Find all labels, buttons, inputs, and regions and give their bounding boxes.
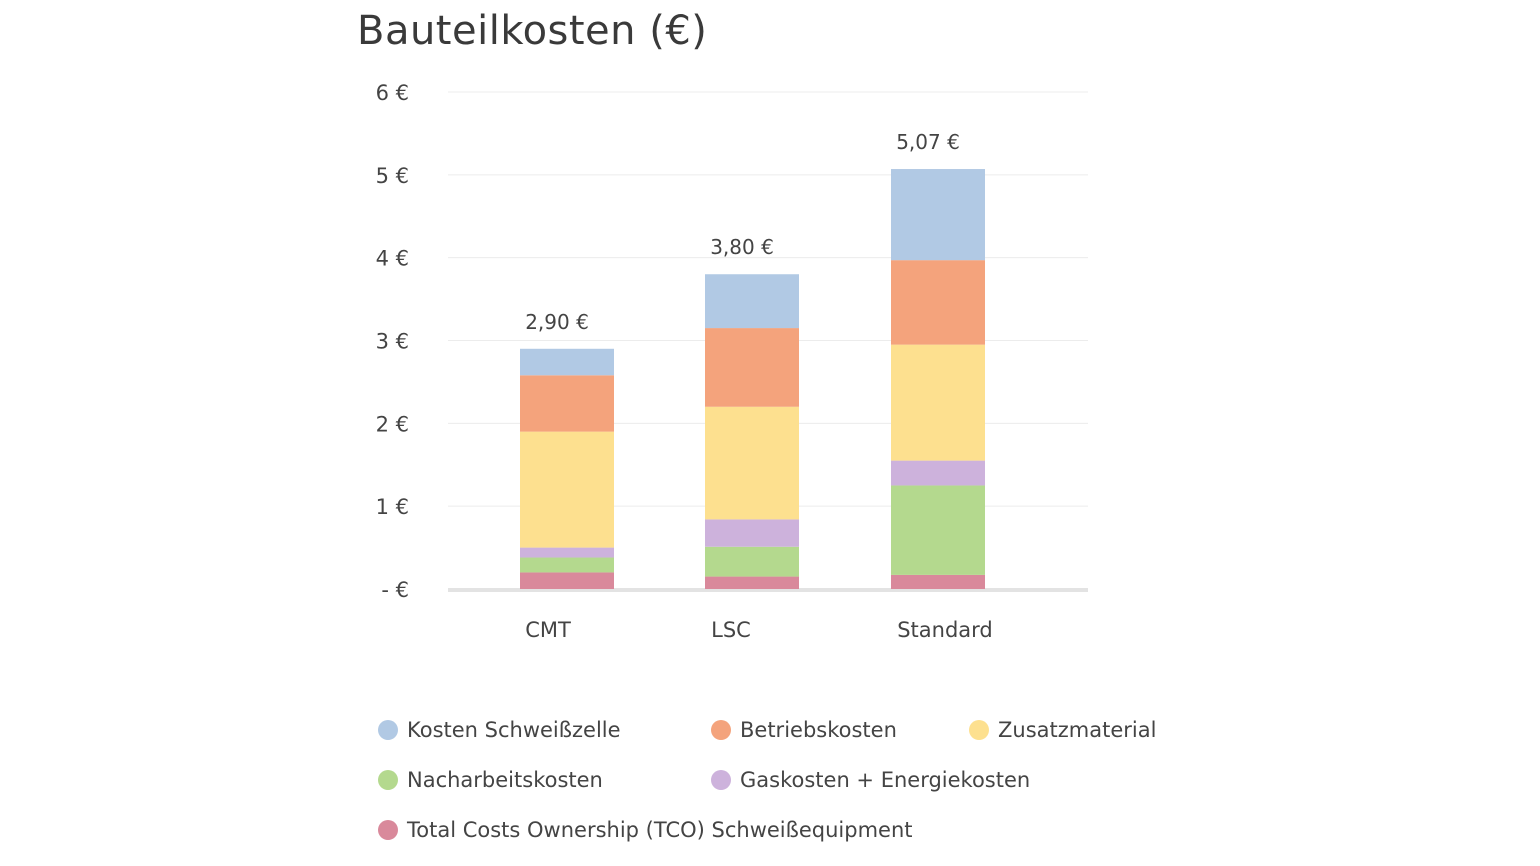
- legend-item: Kosten Schweißzelle: [378, 718, 621, 742]
- bar-segment: [520, 431, 614, 548]
- bar-segment: [891, 485, 985, 575]
- legend-swatch: [378, 720, 398, 740]
- bar-segment: [520, 348, 614, 376]
- bars: [520, 169, 985, 589]
- x-tick-label: CMT: [525, 618, 571, 642]
- bar-stack-standard: [891, 169, 985, 589]
- x-tick-label: Standard: [897, 618, 993, 642]
- bar-segment: [891, 169, 985, 261]
- x-axis-ticks: CMT LSC Standard: [525, 618, 993, 642]
- y-tick-label: - €: [381, 578, 409, 602]
- legend-label: Nacharbeitskosten: [407, 768, 603, 792]
- bar-segment: [891, 260, 985, 345]
- bar-segment: [705, 576, 799, 589]
- y-axis-ticks: - € 1 € 2 € 3 € 4 € 5 € 6 €: [376, 81, 409, 602]
- bar-stack-lsc: [705, 274, 799, 589]
- chart-title: Bauteilkosten (€): [357, 8, 708, 54]
- legend-label: Gaskosten + Energiekosten: [740, 768, 1031, 792]
- legend-swatch: [711, 720, 731, 740]
- y-tick-label: 2 €: [376, 412, 409, 436]
- legend-swatch: [378, 770, 398, 790]
- total-label: 2,90 €: [525, 310, 589, 334]
- bar-segment: [891, 460, 985, 486]
- total-labels: 2,90 € 3,80 € 5,07 €: [525, 130, 960, 334]
- legend-swatch: [378, 820, 398, 840]
- bar-stack-cmt: [520, 348, 614, 589]
- legend-label: Kosten Schweißzelle: [407, 718, 621, 742]
- bar-segment: [705, 406, 799, 520]
- bar-segment: [705, 519, 799, 547]
- legend-item: Betriebskosten: [711, 718, 897, 742]
- y-tick-label: 3 €: [376, 330, 409, 354]
- legend-swatch: [969, 720, 989, 740]
- y-tick-label: 4 €: [376, 247, 409, 271]
- bar-segment: [520, 547, 614, 558]
- bar-segment: [520, 557, 614, 573]
- bar-segment: [705, 546, 799, 577]
- legend: Kosten Schweißzelle Betriebskosten Zusatzm…: [378, 718, 1198, 858]
- bar-segment: [891, 574, 985, 589]
- legend-label: Betriebskosten: [740, 718, 897, 742]
- x-tick-label: LSC: [711, 618, 751, 642]
- total-label: 5,07 €: [896, 130, 960, 154]
- legend-label: Total Costs Ownership (TCO) Schweißequip…: [407, 818, 913, 842]
- bar-segment: [520, 572, 614, 589]
- bar-segment: [891, 344, 985, 461]
- bar-segment: [705, 328, 799, 407]
- legend-label: Zusatzmaterial: [998, 718, 1157, 742]
- y-tick-label: 5 €: [376, 164, 409, 188]
- legend-swatch: [711, 770, 731, 790]
- legend-item: Nacharbeitskosten: [378, 768, 603, 792]
- bar-segment: [705, 274, 799, 329]
- legend-item: Total Costs Ownership (TCO) Schweißequip…: [378, 818, 913, 842]
- y-tick-label: 1 €: [376, 495, 409, 519]
- legend-item: Gaskosten + Energiekosten: [711, 768, 1030, 792]
- stacked-bar-chart: - € 1 € 2 € 3 € 4 € 5 € 6 € 2,90 € 3,80 € 5,07 €…: [376, 81, 1088, 642]
- legend-item: Zusatzmaterial: [969, 718, 1156, 742]
- bar-segment: [520, 375, 614, 432]
- y-tick-label: 6 €: [376, 81, 409, 105]
- total-label: 3,80 €: [710, 235, 774, 259]
